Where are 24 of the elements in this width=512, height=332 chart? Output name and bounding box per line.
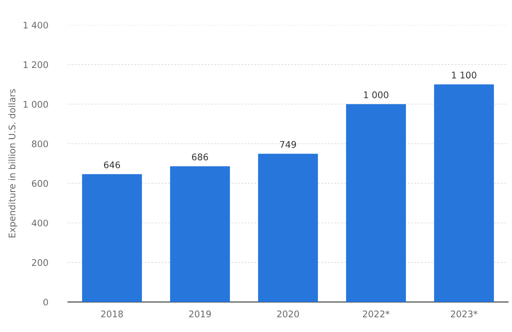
- x-tick-label: 2019: [189, 310, 211, 318]
- x-tick-label: 2020: [277, 310, 299, 318]
- data-label: 646: [104, 161, 120, 168]
- bar: [434, 84, 494, 302]
- data-label: 749: [280, 141, 296, 148]
- data-label: 1 000: [364, 91, 388, 98]
- y-tick-label: 1 200: [24, 61, 48, 68]
- data-label: 686: [192, 154, 208, 160]
- bar: [346, 104, 406, 302]
- x-tick-label: 2023*: [450, 310, 478, 318]
- bar: [258, 154, 318, 302]
- bar: [170, 166, 230, 302]
- y-tick-label: 200: [32, 259, 48, 266]
- y-tick-label: 400: [32, 220, 48, 226]
- x-tick-label: 2022*: [362, 310, 390, 318]
- y-tick-label: 1 000: [24, 100, 48, 108]
- x-tick-label: 2018: [101, 310, 123, 318]
- bar: [82, 174, 142, 302]
- y-axis-title: Expenditure in billion U.S. dollars: [8, 89, 18, 238]
- y-tick-label: 1 400: [24, 22, 48, 29]
- y-tick-label: 0: [43, 298, 48, 306]
- y-tick-label: 800: [32, 140, 48, 148]
- data-label: 1 100: [452, 72, 476, 78]
- y-tick-label: 600: [32, 180, 48, 187]
